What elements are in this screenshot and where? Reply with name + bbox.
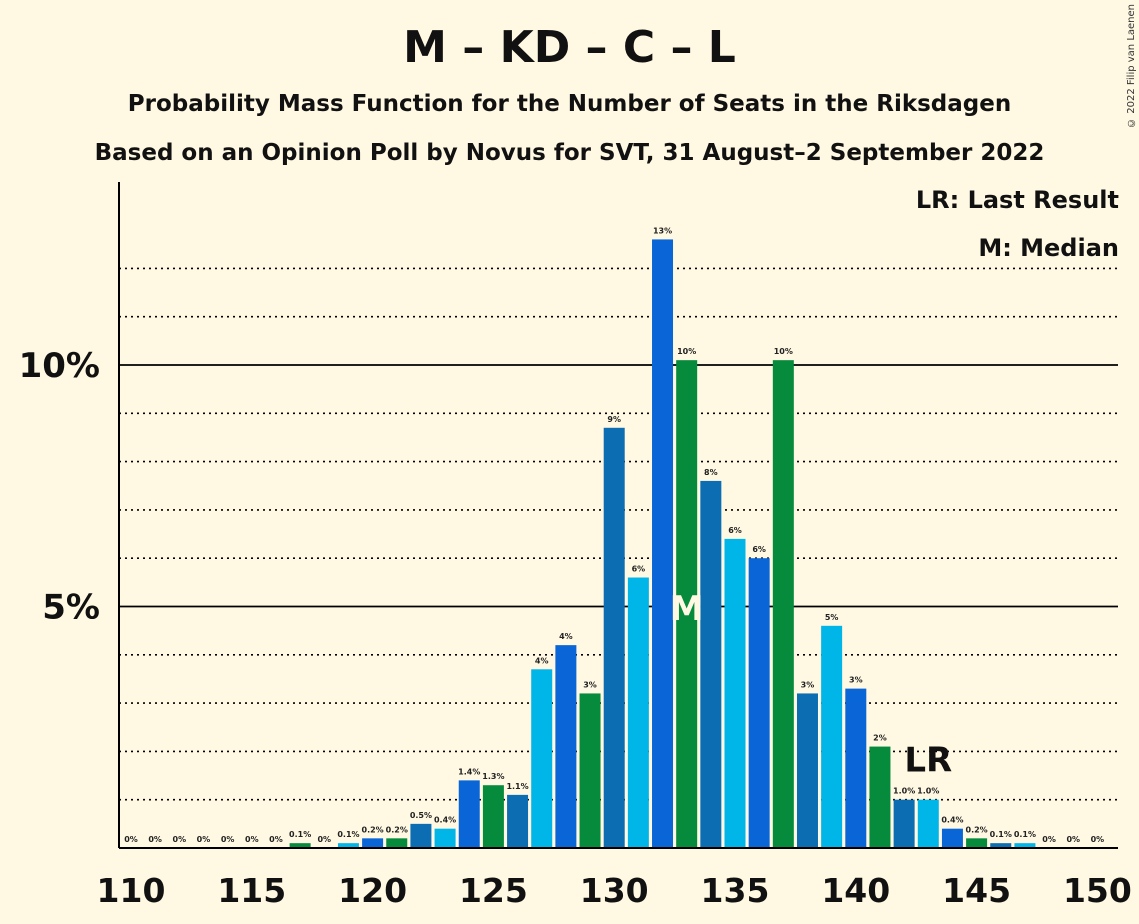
bar-seat-146 <box>990 843 1012 848</box>
bar-seat-126 <box>507 794 529 848</box>
bar-value-label: 2% <box>873 734 887 743</box>
bar-value-label: 0% <box>269 835 283 844</box>
bar-seat-132 <box>652 239 674 849</box>
bar-value-label: 0.1% <box>337 830 359 839</box>
x-tick-label: 115 <box>217 871 286 910</box>
bar-seat-127 <box>531 669 553 848</box>
x-tick-label: 140 <box>821 871 890 910</box>
bar-value-label: 0% <box>1091 835 1105 844</box>
x-tick-label: 130 <box>580 871 649 910</box>
bar-seat-124 <box>458 780 480 848</box>
bar-seat-119 <box>337 843 359 848</box>
bar-value-label: 0.1% <box>289 830 311 839</box>
bar-seat-142 <box>893 799 915 848</box>
chart-title: M – KD – C – L <box>403 22 736 73</box>
bar-value-label: 0.4% <box>941 816 963 825</box>
bar-seat-133 <box>676 360 698 848</box>
x-tick-label: 150 <box>1063 871 1132 910</box>
bar-value-label: 0.1% <box>990 830 1012 839</box>
bar-value-label: 0.5% <box>410 811 432 820</box>
bar-seat-138 <box>796 693 818 848</box>
bar-value-label: 1.0% <box>917 787 939 796</box>
y-tick-label: 10% <box>19 346 100 386</box>
bar-value-label: 3% <box>583 680 597 689</box>
legend-median: M: Median <box>978 234 1119 262</box>
bar-seat-135 <box>724 538 746 848</box>
bar-value-label: 10% <box>774 347 793 356</box>
bar-value-label: 0% <box>1066 835 1080 844</box>
bar-value-label: 0% <box>317 835 331 844</box>
bar-value-label: 0% <box>124 835 138 844</box>
x-tick-label: 125 <box>459 871 528 910</box>
bar-seat-144 <box>941 828 963 848</box>
bar-value-label: 0.2% <box>966 825 988 834</box>
bar-value-label: 4% <box>535 656 549 665</box>
bar-value-label: 0% <box>245 835 259 844</box>
bar-value-label: 0.1% <box>1014 830 1036 839</box>
bar-seat-121 <box>386 838 408 848</box>
bar-seat-147 <box>1014 843 1036 848</box>
bar-value-label: 10% <box>677 347 696 356</box>
bar-value-label: 1.3% <box>482 772 504 781</box>
bar-seat-120 <box>362 838 384 848</box>
bar-value-label: 5% <box>825 613 839 622</box>
bar-seat-139 <box>821 625 843 848</box>
bar-value-label: 0% <box>173 835 187 844</box>
x-tick-label: 145 <box>942 871 1011 910</box>
chart-subtitle: Probability Mass Function for the Number… <box>127 91 1012 117</box>
x-tick-label: 135 <box>701 871 770 910</box>
bar-value-label: 0.4% <box>434 816 456 825</box>
bar-value-label: 0.2% <box>362 825 384 834</box>
bar-value-label: 13% <box>653 226 672 235</box>
bar-seat-125 <box>482 785 504 848</box>
bar-seat-137 <box>772 360 794 848</box>
bar-seat-123 <box>434 828 456 848</box>
bar-seat-117 <box>289 843 311 848</box>
bar-seat-143 <box>917 799 939 848</box>
bar-value-label: 4% <box>559 632 573 641</box>
median-marker: M <box>670 589 704 629</box>
bar-value-label: 3% <box>801 680 815 689</box>
bar-value-label: 1.0% <box>893 787 915 796</box>
bar-value-label: 6% <box>752 545 766 554</box>
bar-value-label: 1.4% <box>458 767 480 776</box>
bar-seat-134 <box>700 480 722 848</box>
bar-seat-131 <box>627 577 649 848</box>
chart-subtitle-poll: Based on an Opinion Poll by Novus for SV… <box>94 140 1045 166</box>
bar-seat-130 <box>603 427 625 848</box>
bar-seat-136 <box>748 558 770 848</box>
bar-seat-140 <box>845 688 867 848</box>
bar-value-label: 0% <box>148 835 162 844</box>
bar-value-label: 9% <box>607 415 621 424</box>
x-tick-label: 120 <box>338 871 407 910</box>
bar-value-label: 0% <box>1042 835 1056 844</box>
bar-value-label: 6% <box>728 526 742 535</box>
legend-last-result: LR: Last Result <box>915 186 1119 214</box>
bar-value-label: 0% <box>221 835 235 844</box>
bar-seat-129 <box>579 693 601 848</box>
bar-value-label: 1.1% <box>506 782 528 791</box>
bar-value-label: 0% <box>197 835 211 844</box>
bar-seat-141 <box>869 746 891 848</box>
bar-value-label: 6% <box>632 565 646 574</box>
x-tick-label: 110 <box>97 871 166 910</box>
y-tick-label: 5% <box>42 588 100 628</box>
bar-value-label: 3% <box>849 676 863 685</box>
bar-value-label: 0.2% <box>386 825 408 834</box>
bar-value-label: 8% <box>704 468 718 477</box>
bar-seat-128 <box>555 645 577 848</box>
bar-seat-145 <box>966 838 988 848</box>
last-result-marker: LR <box>904 741 952 781</box>
bar-seat-122 <box>410 823 432 848</box>
